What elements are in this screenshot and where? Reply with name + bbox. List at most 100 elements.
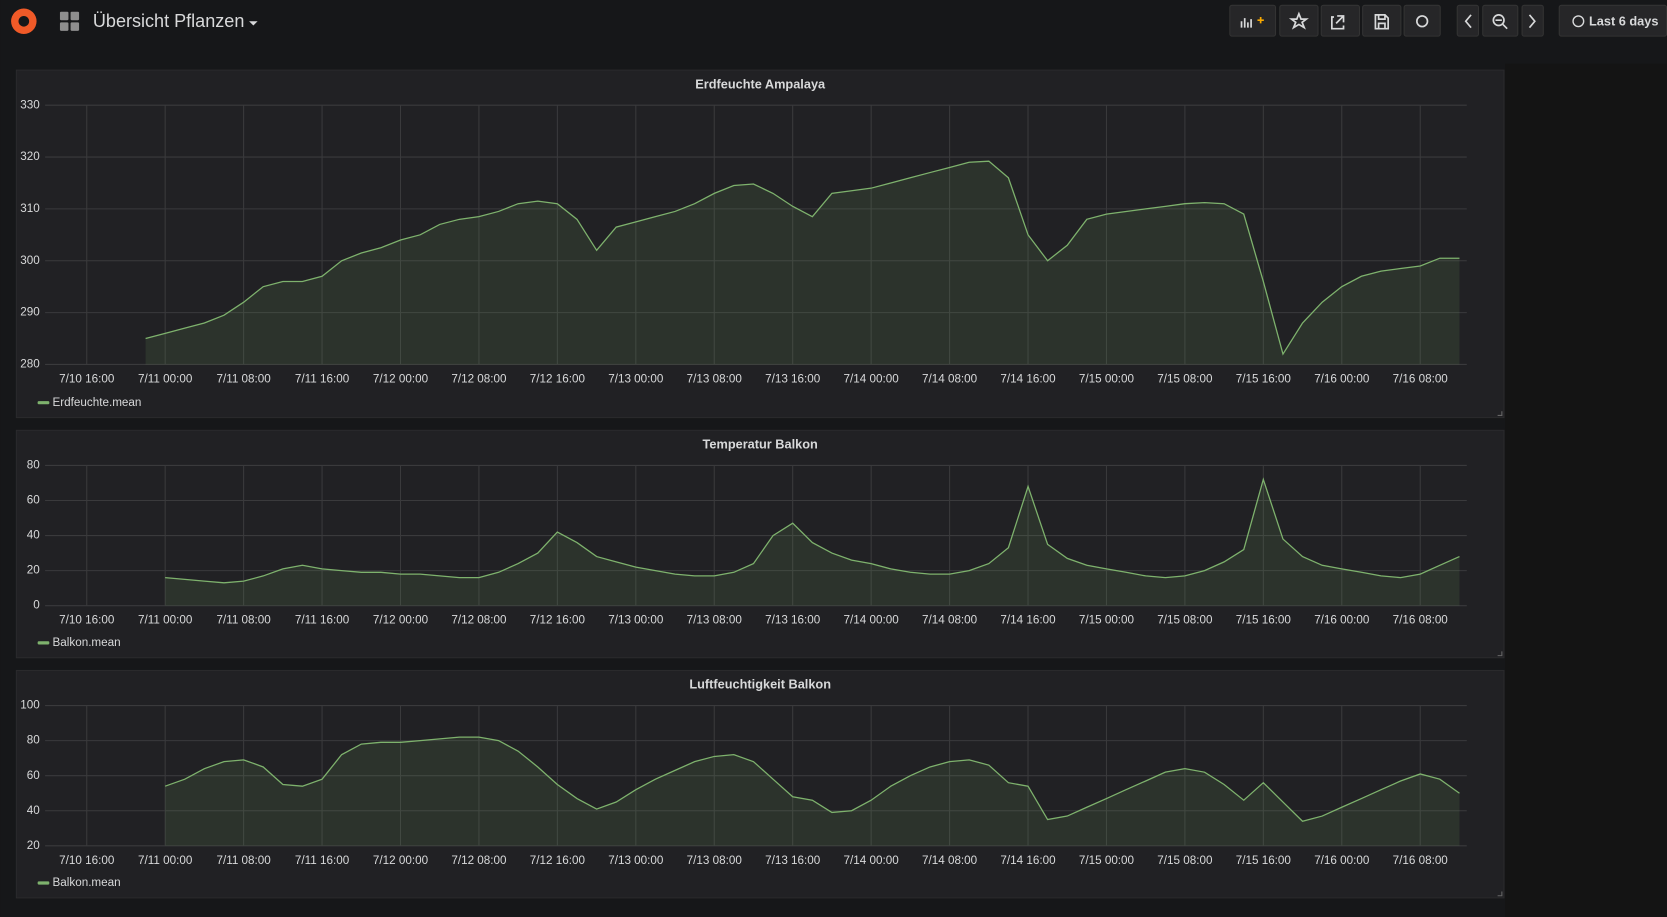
x-tick-label: 7/12 16:00 xyxy=(530,372,586,385)
y-tick-label: 310 xyxy=(20,202,40,215)
x-tick-label: 7/12 00:00 xyxy=(373,854,429,867)
toolbar-icons xyxy=(1240,11,1585,30)
x-tick-label: 7/14 16:00 xyxy=(1000,854,1056,867)
x-tick-label: 7/14 00:00 xyxy=(844,614,900,627)
panel: Temperatur Balkon 0 20 40 60 80 7/10 16:00 7/11… xyxy=(15,429,1505,659)
panels: Erdfeuchte Ampalaya 280 290 300 310 320 330 7/1… xyxy=(15,69,1505,899)
x-tick-label: 7/10 16:00 xyxy=(59,372,115,385)
resize-handle xyxy=(1497,891,1503,897)
share-icon xyxy=(1330,15,1345,30)
x-tick-label: 7/11 08:00 xyxy=(216,854,271,867)
y-tick-label: 280 xyxy=(20,358,40,371)
x-tick-label: 7/11 08:00 xyxy=(216,614,271,627)
settings-button[interactable] xyxy=(1403,4,1441,37)
x-tick-label: 7/15 16:00 xyxy=(1236,854,1292,867)
legend-label: Balkon.mean xyxy=(53,876,121,889)
legend-label: Erdfeuchte.mean xyxy=(53,396,142,409)
back-button[interactable] xyxy=(1456,4,1480,37)
x-tick-label: 7/16 00:00 xyxy=(1314,854,1370,867)
share-button[interactable] xyxy=(1320,4,1361,37)
dashboard-icon[interactable] xyxy=(59,11,80,31)
x-tick-label: 7/11 08:00 xyxy=(216,372,271,385)
x-tick-label: 7/14 16:00 xyxy=(1000,614,1056,627)
add-panel-button[interactable] xyxy=(1229,4,1277,37)
x-tick-label: 7/14 08:00 xyxy=(922,854,978,867)
x-tick-label: 7/11 00:00 xyxy=(138,854,193,867)
x-tick-label: 7/11 00:00 xyxy=(138,372,193,385)
y-tick-label: 330 xyxy=(20,98,40,111)
y-tick-label: 0 xyxy=(33,599,40,612)
y-tick-label: 320 xyxy=(20,150,40,163)
x-tick-label: 7/15 08:00 xyxy=(1157,614,1213,627)
y-tick-label: 290 xyxy=(20,306,40,319)
clock-icon xyxy=(1572,15,1585,28)
x-tick-label: 7/12 00:00 xyxy=(373,372,429,385)
title-caret[interactable] xyxy=(249,21,258,26)
x-tick-label: 7/11 16:00 xyxy=(295,614,350,627)
panel-title: Luftfeuchtigkeit Balkon xyxy=(689,677,831,692)
legend-label: Balkon.mean xyxy=(53,636,121,649)
x-tick-label: 7/14 08:00 xyxy=(922,372,978,385)
x-tick-label: 7/15 16:00 xyxy=(1236,614,1292,627)
forward-button[interactable] xyxy=(1521,4,1544,37)
x-tick-label: 7/13 08:00 xyxy=(687,854,743,867)
star-icon xyxy=(1288,11,1309,30)
x-tick-label: 7/12 08:00 xyxy=(451,372,507,385)
y-tick-label: 20 xyxy=(27,839,40,852)
x-tick-label: 7/16 00:00 xyxy=(1314,372,1370,385)
x-tick-label: 7/13 00:00 xyxy=(608,614,664,627)
x-tick-label: 7/13 08:00 xyxy=(687,372,743,385)
panel-title: Erdfeuchte Ampalaya xyxy=(695,76,826,91)
panel: Luftfeuchtigkeit Balkon 20 40 60 80 100 7/10 1… xyxy=(15,669,1505,899)
save-icon xyxy=(1374,14,1390,30)
dashboard-title[interactable]: Übersicht Pflanzen xyxy=(93,11,244,31)
y-tick-label: 60 xyxy=(27,769,40,782)
x-tick-label: 7/14 00:00 xyxy=(844,372,900,385)
panel-background xyxy=(15,429,1505,659)
x-tick-label: 7/15 16:00 xyxy=(1236,372,1292,385)
x-tick-label: 7/13 16:00 xyxy=(765,854,821,867)
area-fill xyxy=(145,161,1460,365)
x-tick-label: 7/12 08:00 xyxy=(451,854,507,867)
icon-square xyxy=(70,11,80,21)
legend-swatch xyxy=(37,641,50,645)
x-tick-label: 7/14 16:00 xyxy=(1000,372,1056,385)
star-button[interactable] xyxy=(1279,4,1319,37)
x-tick-label: 7/15 08:00 xyxy=(1157,372,1213,385)
y-tick-label: 300 xyxy=(20,254,40,267)
zoom-icon xyxy=(1492,14,1505,27)
icon-square xyxy=(70,22,80,31)
y-tick-label: 80 xyxy=(27,734,40,747)
x-tick-label: 7/12 08:00 xyxy=(451,614,507,627)
save-button[interactable] xyxy=(1362,4,1402,37)
x-tick-label: 7/14 08:00 xyxy=(922,614,978,627)
x-tick-label: 7/13 00:00 xyxy=(608,854,664,867)
panel-background xyxy=(15,69,1505,419)
x-tick-label: 7/16 08:00 xyxy=(1393,372,1449,385)
x-tick-label: 7/15 00:00 xyxy=(1079,854,1135,867)
y-tick-label: 40 xyxy=(27,804,40,817)
x-tick-label: 7/15 08:00 xyxy=(1157,854,1213,867)
x-tick-label: 7/11 00:00 xyxy=(138,614,193,627)
time-range[interactable]: Last 6 days xyxy=(1589,14,1658,29)
icon-square xyxy=(59,22,69,31)
y-tick-label: 40 xyxy=(27,529,40,542)
zoom-icon-handle xyxy=(1495,19,1508,30)
x-tick-label: 7/10 16:00 xyxy=(59,614,115,627)
logo[interactable] xyxy=(11,8,37,35)
back-icon xyxy=(1464,14,1472,29)
settings-icon xyxy=(1416,15,1429,28)
area-fill xyxy=(165,737,1460,846)
x-tick-label: 7/14 00:00 xyxy=(844,854,900,867)
x-tick-label: 7/16 00:00 xyxy=(1314,614,1370,627)
series-line xyxy=(145,160,1460,356)
forward-icon xyxy=(1528,14,1536,29)
add-icon xyxy=(1257,17,1264,24)
resize-handle xyxy=(1497,411,1503,416)
panel-background xyxy=(15,669,1505,899)
panel: Erdfeuchte Ampalaya 280 290 300 310 320 330 7/1… xyxy=(15,69,1505,419)
legend-swatch xyxy=(37,881,50,885)
x-tick-label: 7/10 16:00 xyxy=(59,854,115,867)
